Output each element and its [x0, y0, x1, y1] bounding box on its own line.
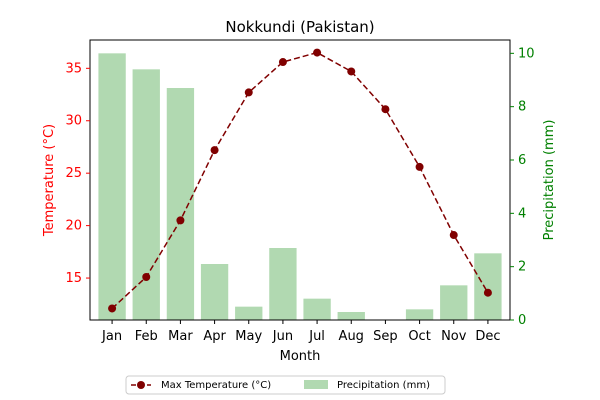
precipitation-bar-jul	[303, 298, 331, 320]
precipitation-bar-nov	[440, 285, 468, 320]
precipitation-bar-apr	[200, 264, 229, 320]
x-tick-label: Nov	[441, 329, 467, 344]
legend-box	[125, 375, 446, 395]
legend: Max Temperature (°C) Precipitation (mm)	[125, 375, 446, 395]
temperature-point-apr	[210, 146, 219, 155]
legend-bar-swatch	[304, 380, 328, 389]
x-tick-label: Sep	[373, 329, 398, 344]
temperature-point-mar	[176, 216, 185, 225]
left-y-tick-label: 30	[65, 114, 82, 129]
left-y-tick-label: 15	[65, 271, 82, 286]
x-tick-label: Dec	[475, 329, 500, 344]
right-y-axis-label: Precipitation (mm)	[542, 120, 557, 241]
right-y-tick-label: 6	[518, 153, 526, 168]
x-tick-label: Jan	[101, 329, 122, 344]
temperature-point-sep	[381, 105, 390, 114]
left-y-tick-label: 35	[65, 61, 82, 76]
right-y-tick-label: 10	[518, 46, 535, 61]
temperature-point-aug	[347, 67, 356, 76]
x-axis-label: Month	[280, 349, 321, 364]
precipitation-bar-aug	[337, 312, 365, 320]
temperature-point-jun	[278, 58, 287, 67]
x-tick-label: May	[235, 329, 262, 344]
x-tick-label: Aug	[339, 329, 364, 344]
right-y-tick-label: 4	[518, 206, 526, 221]
precipitation-bar-jun	[269, 248, 297, 320]
precipitation-bar-dec	[474, 253, 502, 320]
chart-title: Nokkundi (Pakistan)	[225, 18, 374, 36]
x-axis: Jan Feb Mar Apr May Jun Jul Aug Sep Oct Nov Dec	[101, 320, 500, 344]
x-tick-label: Apr	[203, 329, 226, 344]
left-y-tick-label: 20	[65, 219, 82, 234]
temperature-point-oct	[415, 162, 424, 171]
legend-label-temperature: Max Temperature (°C)	[161, 380, 271, 391]
left-y-tick-label: 25	[65, 166, 82, 181]
x-tick-label: Oct	[408, 329, 430, 344]
temperature-point-feb	[142, 273, 151, 282]
precipitation-bars	[98, 53, 502, 320]
x-tick-label: Jul	[308, 329, 325, 344]
left-y-axis: 15 20 25 30 35	[65, 61, 90, 286]
right-y-axis: 0 2 4 6 8 10	[510, 46, 535, 328]
precipitation-bar-mar	[166, 88, 195, 320]
x-tick-label: Mar	[168, 329, 193, 344]
temperature-point-dec	[483, 288, 492, 297]
right-y-tick-label: 0	[518, 313, 526, 328]
right-y-tick-label: 2	[518, 260, 526, 275]
legend-label-precipitation: Precipitation (mm)	[337, 380, 430, 391]
legend-marker-swatch	[137, 381, 145, 389]
plot-frame	[89, 39, 511, 321]
temperature-line	[111, 51, 489, 310]
precipitation-bar-jan	[98, 53, 126, 320]
x-tick-label: Jun	[272, 329, 293, 344]
temperature-point-jan	[108, 304, 117, 313]
temperature-point-nov	[449, 231, 458, 240]
left-y-axis-label: Temperature (°C)	[42, 124, 57, 237]
precipitation-bar-may	[235, 306, 263, 320]
temperature-line-layer	[108, 48, 492, 313]
right-y-tick-label: 8	[518, 100, 526, 115]
temperature-point-jul	[313, 48, 322, 57]
temperature-point-may	[244, 88, 253, 97]
precipitation-bar-oct	[405, 309, 434, 320]
precipitation-bar-feb	[132, 69, 160, 320]
x-tick-label: Feb	[135, 329, 158, 344]
